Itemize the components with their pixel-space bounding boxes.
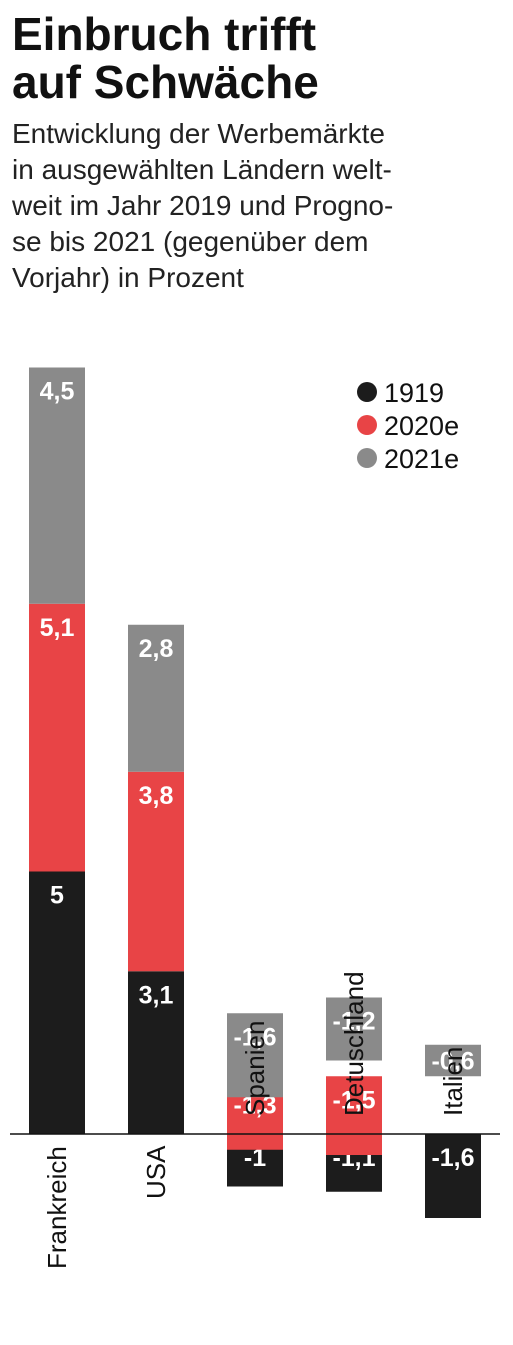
bar-usa-2021e <box>128 624 184 772</box>
subtitle-line-1: Entwicklung der Werbemärkte <box>12 118 385 149</box>
bar-frankreich-2021e <box>29 367 85 604</box>
value-label-detuschland-2021e: -1,2 <box>332 1008 375 1036</box>
value-label-detuschland-2020e: -1,5 <box>332 1086 375 1114</box>
bar-detuschland-2021e <box>326 997 382 1061</box>
value-label-italien-1919: -1,6 <box>431 1144 474 1172</box>
value-label-usa-1919: 3,1 <box>139 981 174 1009</box>
subtitle-line-4: se bis 2021 (gegenüber dem <box>12 226 369 257</box>
bar-detuschland-2020e <box>326 1076 382 1155</box>
bar-spanien-2021e <box>227 1013 283 1098</box>
bar-usa-2020e <box>128 771 184 972</box>
bar-frankreich-2020e <box>29 603 85 872</box>
legend-swatch-2021e <box>357 448 377 468</box>
value-label-frankreich-2021e: 4,5 <box>40 378 75 406</box>
subtitle-line-2: in ausgewählten Ländern welt- <box>12 154 392 185</box>
bar-usa-1919 <box>128 971 184 1134</box>
bar-italien-2021e <box>425 1044 481 1077</box>
legend-swatch-1919 <box>357 382 377 402</box>
value-label-usa-2021e: 2,8 <box>139 635 174 663</box>
chart-title: Einbruch trifft auf Schwäche <box>12 10 502 106</box>
bars-layer: 55,14,53,13,82,8-1-1,3-1,6-1,1-1,5-1,2-1… <box>29 367 481 1218</box>
value-label-italien-2021e: -0,6 <box>431 1048 474 1076</box>
subtitle-line-5: Vorjahr) in Prozent <box>12 262 244 293</box>
legend-label-1919: 1919 <box>384 378 444 408</box>
value-label-spanien-1919: -1 <box>244 1144 266 1172</box>
title-line-1: Einbruch trifft <box>12 8 317 60</box>
category-label-detuschland: Detuschland <box>339 971 369 1116</box>
value-label-frankreich-1919: 5 <box>50 882 64 910</box>
title-line-2: auf Schwäche <box>12 56 319 108</box>
value-label-spanien-2021e: -1,6 <box>233 1023 276 1051</box>
subtitle-line-3: weit im Jahr 2019 und Progno- <box>12 190 394 221</box>
chart-subtitle: Entwicklung der Werbemärkte in ausgewählt… <box>12 116 502 296</box>
value-label-frankreich-2020e: 5,1 <box>40 614 75 642</box>
legend-label-2020e: 2020e <box>384 411 459 441</box>
category-label-spanien: Spanien <box>240 1020 270 1116</box>
bar-frankreich-1919 <box>29 871 85 1134</box>
legend-swatch-2020e <box>357 415 377 435</box>
bar-italien-1919 <box>425 1134 481 1218</box>
category-label-usa: USA <box>141 1145 171 1199</box>
legend-label-2021e: 2021e <box>384 444 459 474</box>
category-label-frankreich: Frankreich <box>42 1146 72 1269</box>
value-label-usa-2020e: 3,8 <box>139 782 174 810</box>
category-label-italien: Italien <box>438 1046 468 1116</box>
